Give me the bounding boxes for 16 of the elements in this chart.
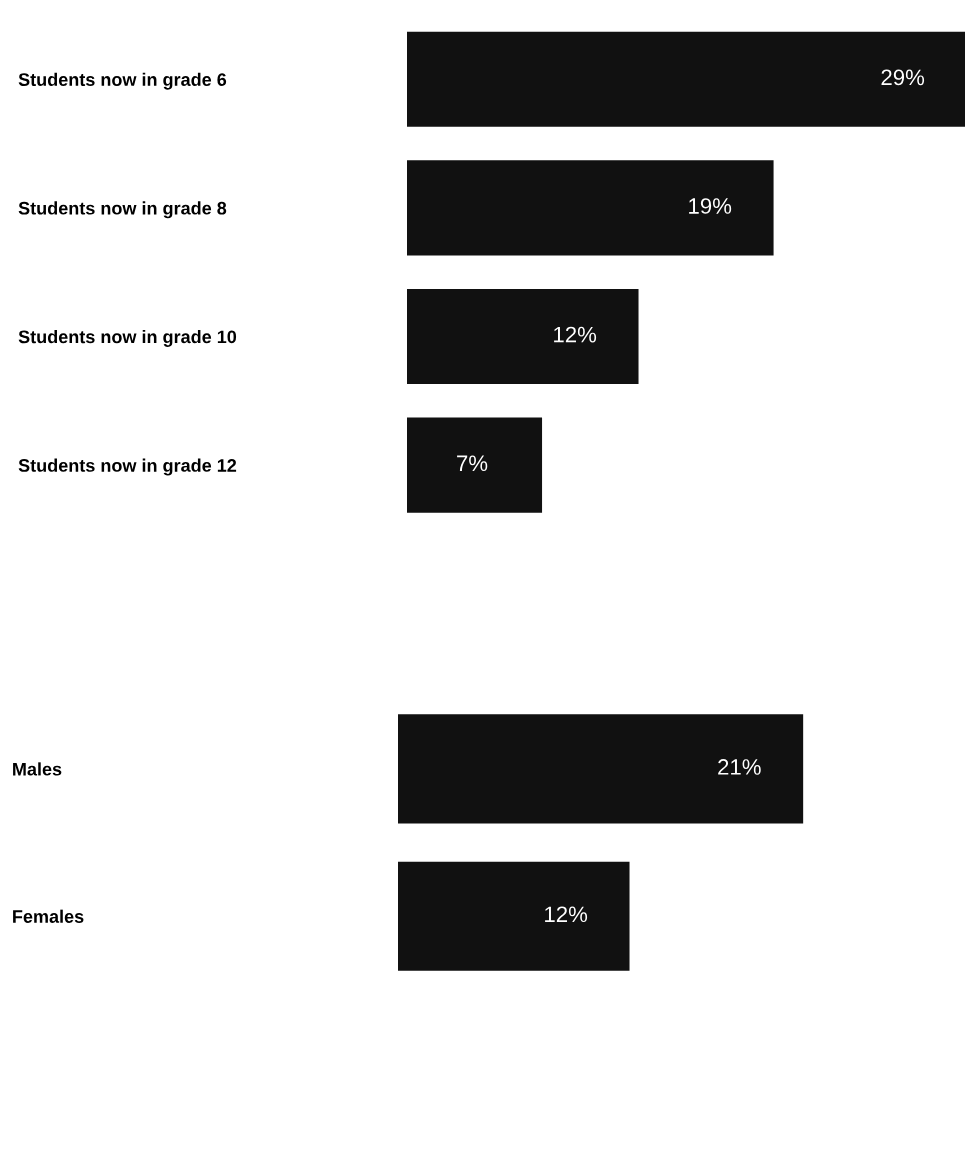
bar (407, 417, 543, 513)
y-tick-label: Students now in grade 10 (18, 329, 237, 347)
y-tick-label: Students now in grade 6 (18, 72, 227, 90)
data-label: 19% (689, 198, 732, 214)
y-tick-label: Males (13, 762, 62, 776)
data-label: 7% (457, 455, 488, 472)
y-tick-label: Students now in grade 8 (18, 201, 227, 219)
bar (407, 31, 965, 127)
data-label: 12% (545, 906, 588, 923)
y-tick-label: Students now in grade 12 (18, 458, 237, 476)
data-label: 12% (554, 326, 597, 343)
bar (407, 288, 639, 385)
bar (407, 160, 774, 256)
data-label: 21% (718, 759, 761, 775)
data-label: 29% (881, 69, 925, 86)
y-tick-label: Females (13, 909, 84, 923)
